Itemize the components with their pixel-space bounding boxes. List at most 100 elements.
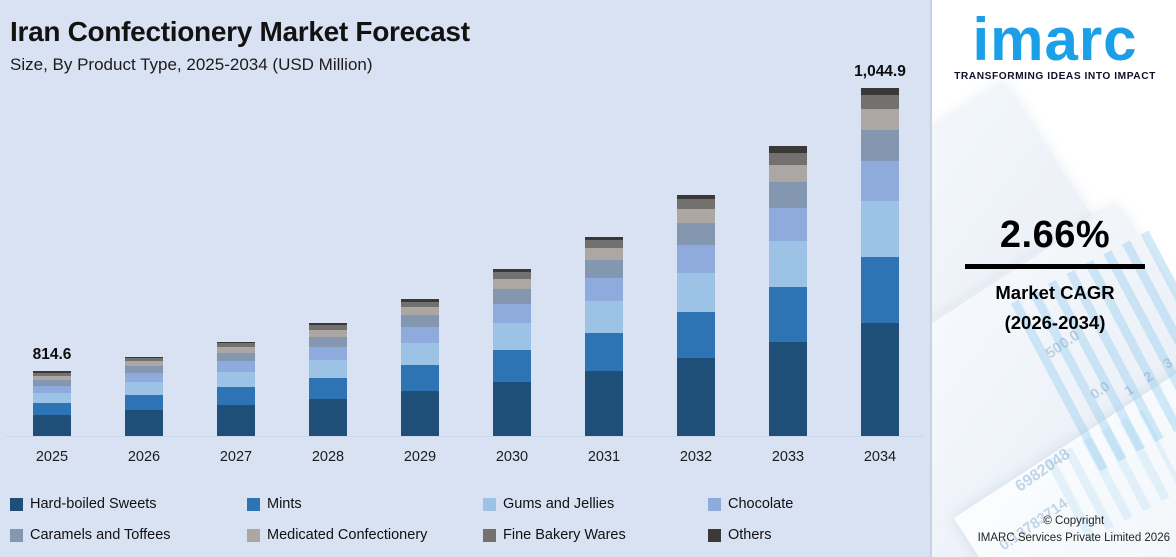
bar-2026 (125, 357, 163, 436)
x-tick-2030: 2030 (495, 449, 529, 465)
segment-others (125, 357, 163, 358)
segment-gums-and-jellies (401, 343, 439, 365)
bar-2027 (217, 342, 255, 436)
segment-hard-boiled-sweets (33, 415, 71, 436)
copyright-line1: © Copyright (1043, 514, 1105, 527)
legend-label-chocolate: Chocolate (728, 496, 794, 512)
segment-caramels-and-toffees (493, 289, 531, 304)
segment-chocolate (769, 208, 807, 241)
segment-chocolate (677, 245, 715, 273)
bar-2030 (493, 269, 531, 436)
segment-caramels-and-toffees (309, 337, 347, 347)
legend-item-caramels-and-toffees: Caramels and Toffees (10, 525, 247, 545)
segment-chocolate (861, 161, 899, 201)
legend-label-gums-and-jellies: Gums and Jellies (503, 496, 615, 512)
segment-gums-and-jellies (217, 372, 255, 387)
segment-chocolate (217, 361, 255, 372)
segment-fine-bakery-wares (217, 343, 255, 347)
segment-hard-boiled-sweets (585, 371, 623, 436)
page-title: Iran Confectionery Market Forecast (10, 16, 470, 47)
segment-gums-and-jellies (309, 360, 347, 378)
segment-fine-bakery-wares (309, 325, 347, 330)
segment-caramels-and-toffees (33, 380, 71, 386)
bar-2028 (309, 323, 347, 436)
bar-2031 (585, 237, 623, 436)
segment-medicated-confectionery (33, 376, 71, 380)
segment-gums-and-jellies (493, 323, 531, 350)
x-tick-2025: 2025 (35, 449, 69, 465)
stacked-bar-plot: 2025 2026 2027 2028 2029 2030 2031 2032 2033 2034… (32, 63, 906, 465)
x-tick-2029: 2029 (403, 449, 437, 465)
segment-others (677, 195, 715, 199)
bar-2032 (677, 195, 715, 436)
segment-others (309, 323, 347, 325)
segment-mints (493, 350, 531, 382)
segment-hard-boiled-sweets (769, 342, 807, 436)
legend-swatch-fine-bakery-wares (483, 528, 496, 542)
brand-panel: 500.00.01 2 3 469820480.13783714 imarc T… (930, 0, 1176, 557)
legend-swatch-gums-and-jellies (483, 497, 496, 511)
legend-label-mints: Mints (267, 496, 302, 512)
segment-mints (585, 333, 623, 371)
x-tick-2032: 2032 (679, 449, 713, 465)
legend-swatch-medicated-confectionery (247, 528, 260, 542)
bar-value-2034: 1,044.9 (854, 63, 906, 80)
copyright-line2: IMARC Services Private Limited 2026 (977, 531, 1170, 544)
segment-fine-bakery-wares (493, 272, 531, 279)
segment-others (585, 237, 623, 240)
segment-gums-and-jellies (125, 382, 163, 395)
chart-panel: Iran Confectionery Market Forecast Size,… (6, 16, 926, 545)
segment-mints (125, 395, 163, 410)
bar-2025 (33, 371, 71, 436)
bar-2029 (401, 299, 439, 436)
segment-others (769, 146, 807, 153)
cagr-period: (2026-2034) (1004, 312, 1106, 333)
page-subtitle: Size, By Product Type, 2025-2034 (USD Mi… (10, 55, 373, 74)
segment-fine-bakery-wares (585, 240, 623, 248)
segment-hard-boiled-sweets (401, 391, 439, 436)
cagr-divider (965, 264, 1145, 269)
segment-caramels-and-toffees (217, 353, 255, 361)
bar-2034 (861, 88, 899, 436)
segment-chocolate (309, 347, 347, 360)
segment-hard-boiled-sweets (493, 382, 531, 436)
segment-others (861, 88, 899, 95)
cagr-value: 2.66% (999, 214, 1111, 256)
segment-medicated-confectionery (493, 279, 531, 289)
segment-chocolate (33, 386, 71, 393)
segment-medicated-confectionery (769, 165, 807, 182)
segment-fine-bakery-wares (125, 358, 163, 361)
segment-medicated-confectionery (585, 248, 623, 260)
segment-medicated-confectionery (677, 209, 715, 223)
segment-mints (861, 257, 899, 323)
segment-medicated-confectionery (125, 361, 163, 366)
legend-item-mints: Mints (247, 494, 483, 514)
segment-hard-boiled-sweets (217, 405, 255, 436)
legend-item-hard-boiled-sweets: Hard-boiled Sweets (10, 494, 247, 514)
copyright: © Copyright IMARC Services Private Limit… (978, 513, 1170, 548)
x-tick-2027: 2027 (219, 449, 253, 465)
segment-caramels-and-toffees (677, 223, 715, 245)
segment-chocolate (401, 327, 439, 343)
segment-caramels-and-toffees (861, 130, 899, 161)
segment-mints (309, 378, 347, 399)
segment-fine-bakery-wares (861, 95, 899, 109)
segment-fine-bakery-wares (33, 373, 71, 376)
bar-value-2025: 814.6 (32, 346, 72, 363)
x-tick-2028: 2028 (311, 449, 345, 465)
segment-caramels-and-toffees (585, 260, 623, 278)
segment-gums-and-jellies (769, 241, 807, 287)
segment-fine-bakery-wares (401, 302, 439, 307)
segment-mints (677, 312, 715, 358)
segment-hard-boiled-sweets (309, 399, 347, 436)
legend-label-hard-boiled-sweets: Hard-boiled Sweets (30, 496, 157, 512)
segment-medicated-confectionery (401, 307, 439, 315)
segment-fine-bakery-wares (769, 153, 807, 165)
segment-caramels-and-toffees (401, 315, 439, 327)
chart-legend: Hard-boiled Sweets Mints Gums and Jellies C… (10, 494, 926, 545)
imarc-logo-tagline: TRANSFORMING IDEAS INTO IMPACT (954, 71, 1156, 82)
segment-hard-boiled-sweets (125, 410, 163, 436)
legend-swatch-chocolate (708, 497, 721, 511)
segment-chocolate (493, 304, 531, 323)
